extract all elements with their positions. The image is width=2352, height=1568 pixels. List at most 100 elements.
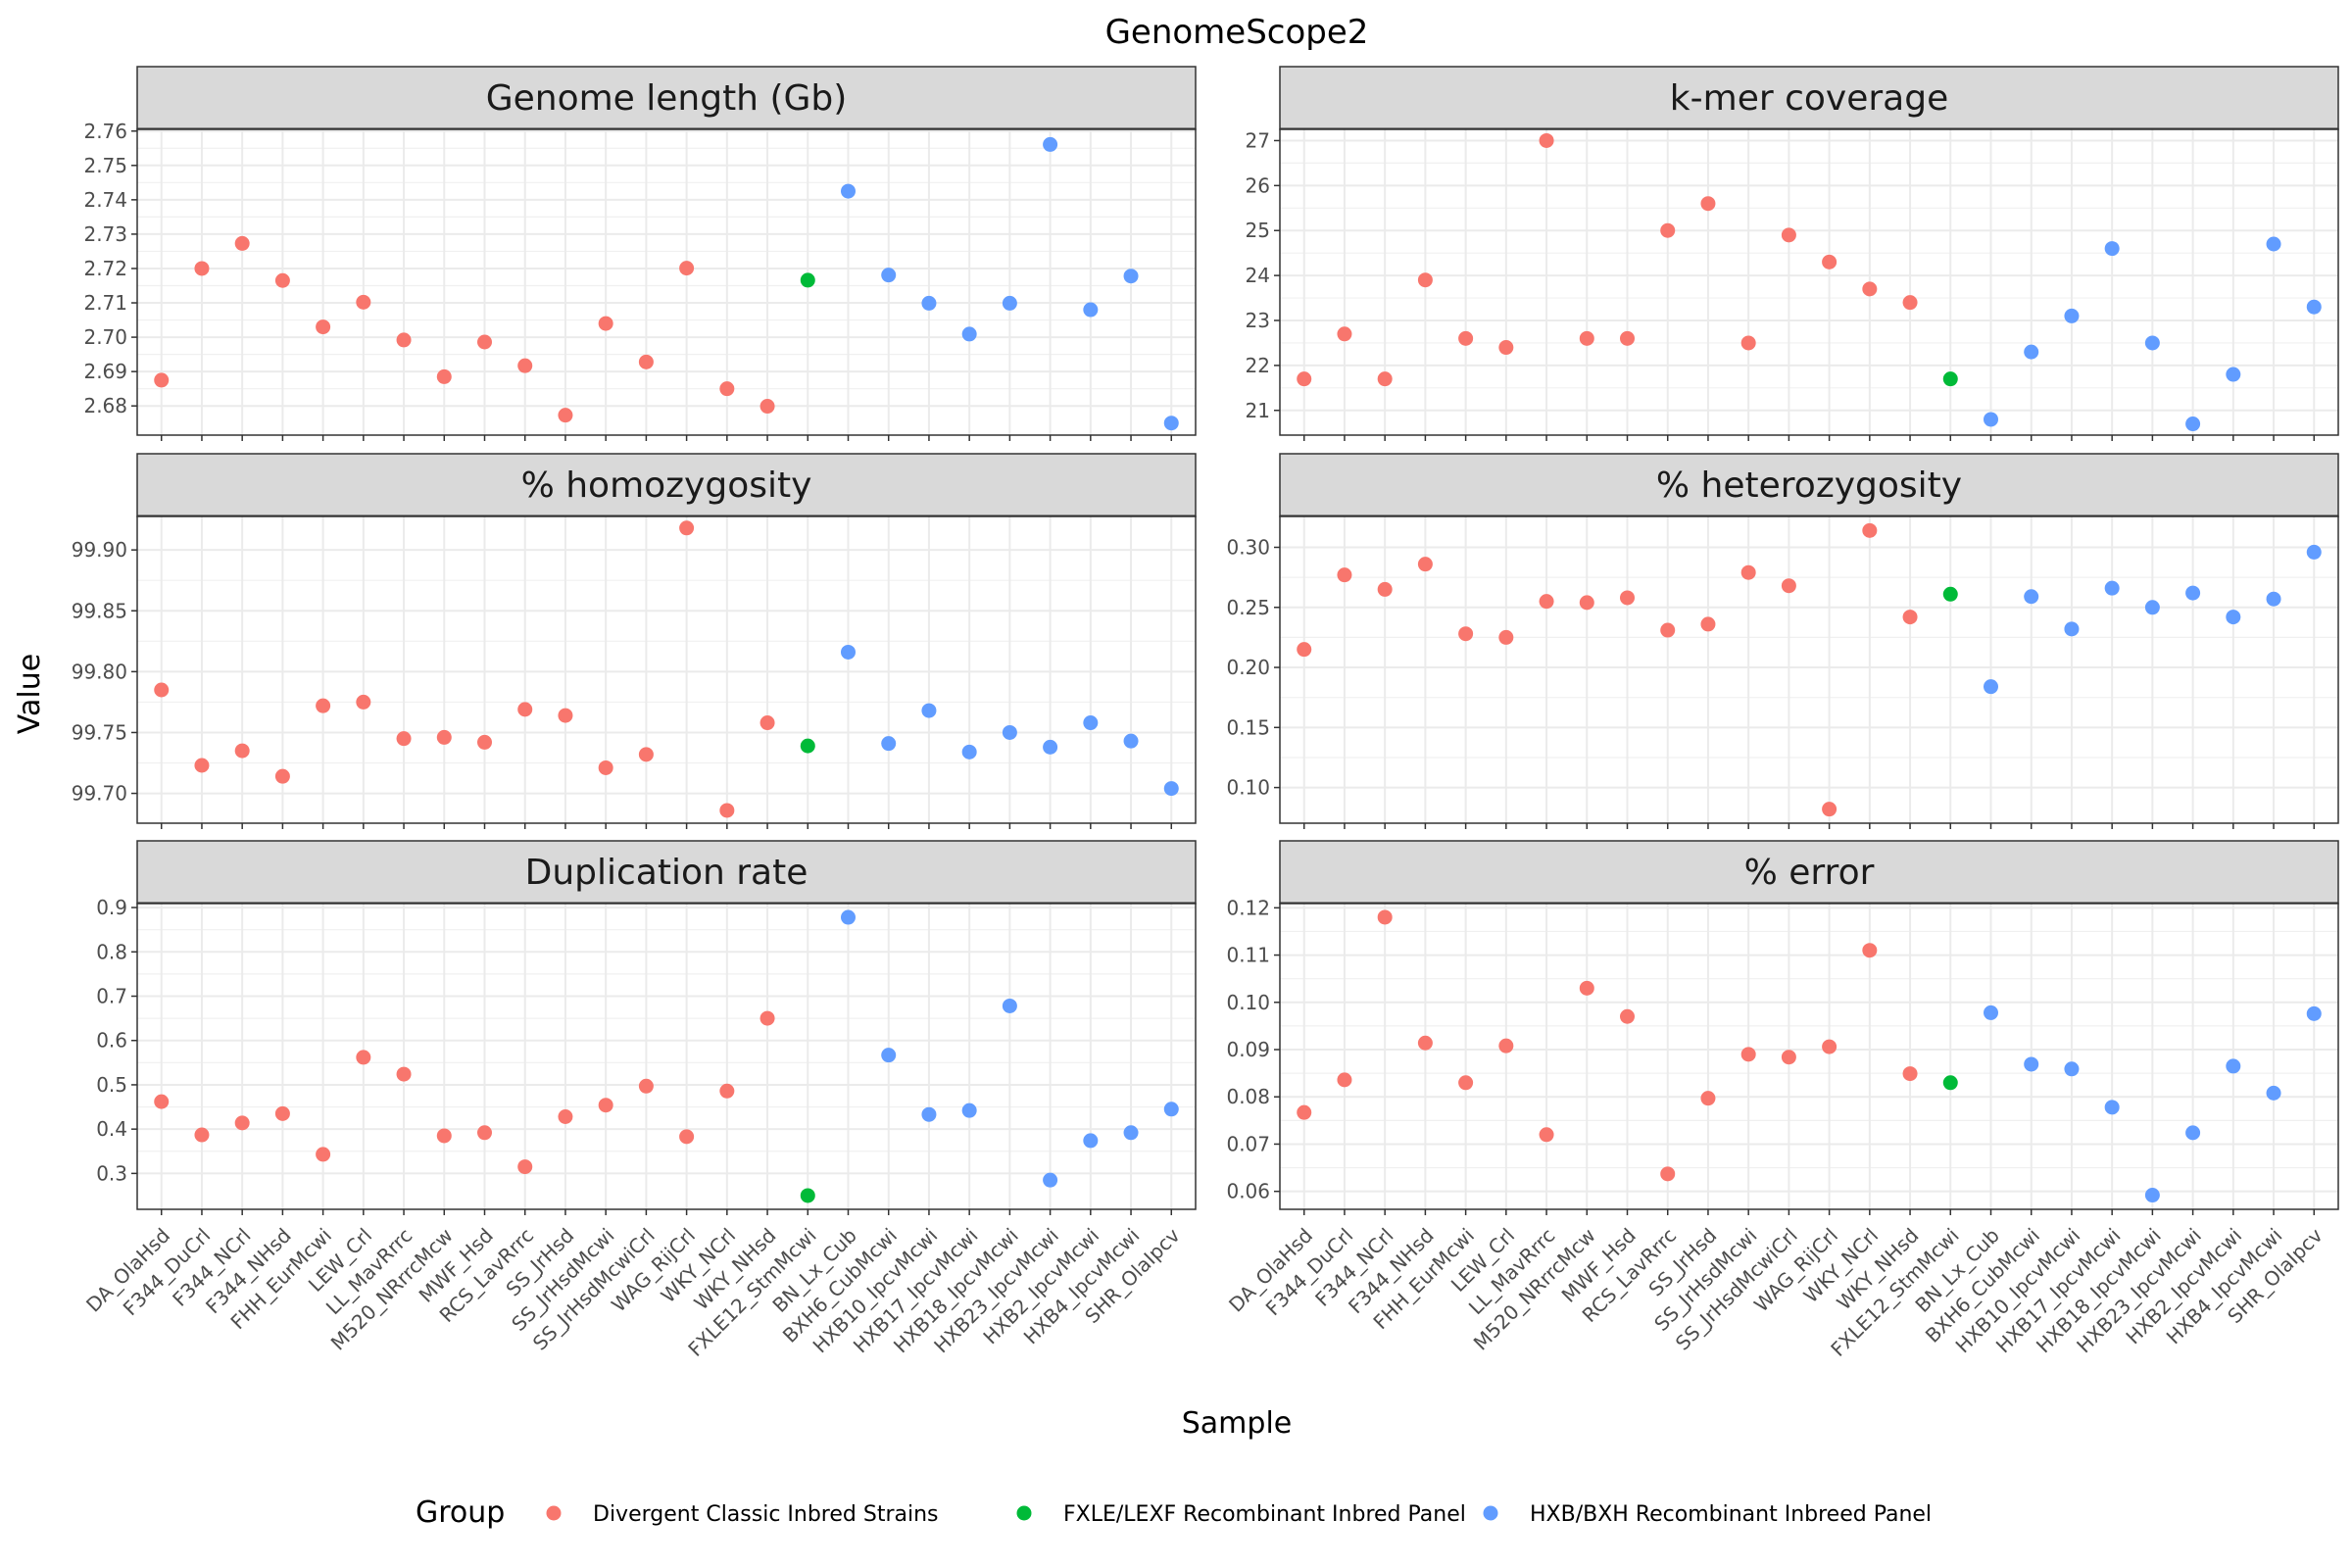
data-point: SS_JrHsdMcwiCrl: 0.497 [638, 1078, 654, 1094]
data-point: HXB10_IpcvMcwi: 0.232 [2064, 621, 2080, 637]
y-tick-label: 99.85 [72, 599, 127, 622]
y-tick-label: 0.07 [1226, 1132, 1270, 1155]
data-point: BXH6_CubMcwi: 0.0869 [2024, 1056, 2039, 1072]
data-point: FXLE12_StmMcwi: 2.7166 [800, 272, 815, 288]
data-point: WKY_NCrl: 0.486 [719, 1083, 735, 1099]
data-point: HXB17_IpcvMcwi: 0.442 [961, 1102, 977, 1118]
strip-label: % heterozygosity [1656, 466, 1962, 506]
data-point: SHR_OlaIpcv: 99.704 [1163, 781, 1179, 797]
panel-border [136, 515, 1197, 824]
data-point: SHR_OlaIpcv: 0.445 [1163, 1102, 1179, 1117]
legend-key [546, 1505, 562, 1521]
data-point: FXLE12_StmMcwi: 0.25 [800, 1188, 815, 1203]
data-point: HXB10_IpcvMcwi: 99.768 [921, 703, 937, 718]
data-point: HXB10_IpcvMcwi: 0.433 [921, 1106, 937, 1122]
y-tick-label: 99.75 [72, 720, 127, 744]
y-tick-label: 0.15 [1226, 715, 1270, 739]
data-point: F344_NHsd: 0.286 [1417, 557, 1433, 572]
panel-2: % homozygosity 99.70 99.75 99.80 99.85 99.90 D… [72, 453, 1197, 829]
panel-1: k-mer coverage 21 22 23 24 25 26 27 DA_OlaHsd: 2… [1246, 66, 2339, 441]
data-point: SS_JrHsd: 0.428 [558, 1108, 573, 1124]
data-point: HXB4_IpcvMcwi: 0.257 [2266, 591, 2281, 607]
strip-background [136, 66, 1197, 130]
data-point: F344_NCrl: 99.735 [234, 743, 250, 759]
y-tick-label: 0.06 [1226, 1180, 1270, 1203]
data-point: FHH_EurMcwi: 2.703 [316, 319, 331, 335]
data-point: BN_Lx_Cub: 99.816 [840, 644, 856, 660]
legend: Group Divergent Classic Inbred Strains FX… [416, 1495, 1932, 1530]
data-point: HXB2_IpcvMcwi: 2.708 [1083, 302, 1099, 318]
data-point: F344_DuCrl: 0.0836 [1337, 1072, 1352, 1088]
data-point: RCS_LavRrrc: 25 [1660, 222, 1676, 238]
panel-background [1280, 516, 2338, 823]
data-point: HXB18_IpcvMcwi: 0.678 [1002, 998, 1017, 1013]
data-point: SS_JrHsdMcwi: 99.721 [598, 760, 613, 775]
data-point: WAG_RijCrl: 0.383 [679, 1129, 695, 1145]
legend-label: Divergent Classic Inbred Strains [593, 1502, 939, 1527]
strip-label: % error [1744, 853, 1875, 893]
data-point: LEW_Crl: 99.775 [356, 694, 371, 710]
data-point: SS_JrHsdMcwi: 0.454 [598, 1098, 613, 1113]
strip-label: k-mer coverage [1670, 78, 1948, 119]
data-point: RCS_LavRrrc: 0.0637 [1660, 1166, 1676, 1182]
data-point: M520_NRrrcMcw: 0.103 [1579, 980, 1594, 996]
data-point: HXB23_IpcvMcwi: 20.7 [2185, 416, 2201, 432]
data-point: LL_MavRrrc: 2.6992 [396, 332, 412, 348]
y-tick-label: 0.10 [1226, 991, 1270, 1014]
data-point: HXB23_IpcvMcwi: 2.7561 [1043, 136, 1058, 152]
y-tick-label: 0.30 [1226, 535, 1270, 559]
data-point: LL_MavRrrc: 27 [1539, 132, 1554, 148]
strip-label: Genome length (Gb) [486, 78, 848, 119]
y-tick-label: 0.25 [1226, 596, 1270, 619]
y-tick-label: 2.73 [83, 222, 127, 246]
data-point: HXB17_IpcvMcwi: 0.0778 [2104, 1100, 2120, 1115]
data-point: HXB4_IpcvMcwi: 99.743 [1123, 733, 1139, 749]
y-tick-label: 0.09 [1226, 1038, 1270, 1061]
data-point: MWF_Hsd: 22.6 [1620, 330, 1636, 346]
data-point: SS_JrHsdMcwi: 2.704 [598, 316, 613, 331]
y-tick-label: 24 [1246, 264, 1270, 287]
strip-label: Duplication rate [525, 853, 808, 893]
legend-entry: FXLE/LEXF Recombinant Inbred Panel [1016, 1502, 1466, 1527]
data-point: RCS_LavRrrc: 2.6917 [517, 358, 533, 373]
y-tick-label: 2.68 [83, 394, 127, 417]
data-point: SS_JrHsd: 0.0797 [1700, 1091, 1716, 1106]
y-tick-label: 0.8 [96, 940, 127, 963]
panel-border [1279, 903, 2339, 1210]
data-point: BXH6_CubMcwi: 2.7181 [881, 268, 897, 283]
data-point: F344_DuCrl: 0.277 [1337, 567, 1352, 583]
data-point: F344_DuCrl: 99.723 [194, 758, 210, 773]
data-point: LL_MavRrrc: 99.745 [396, 731, 412, 747]
data-point: WKY_NCrl: 2.685 [719, 381, 735, 397]
data-point: HXB23_IpcvMcwi: 0.262 [2185, 585, 2201, 601]
data-point: SS_JrHsdMcwi: 0.089 [1740, 1047, 1756, 1062]
data-point: HXB17_IpcvMcwi: 99.734 [961, 744, 977, 760]
y-tick-label: 2.69 [83, 360, 127, 383]
data-point: HXB4_IpcvMcwi: 24.7 [2266, 236, 2281, 252]
data-point: SS_JrHsdMcwiCrl: 24.9 [1781, 227, 1796, 243]
data-point: SS_JrHsd: 99.764 [558, 708, 573, 723]
data-point: BN_Lx_Cub: 0.0978 [1983, 1004, 1998, 1020]
chart-title: GenomeScope2 [1105, 13, 1369, 52]
y-tick-label: 25 [1246, 219, 1270, 242]
y-tick-label: 2.75 [83, 154, 127, 177]
data-point: F344_DuCrl: 2.72 [194, 261, 210, 276]
y-axis-title: Value [13, 654, 47, 734]
data-point: SS_JrHsd: 2.6773 [558, 408, 573, 423]
data-point: DA_OlaHsd: 0.462 [154, 1094, 170, 1109]
y-tick-label: 2.72 [83, 257, 127, 280]
data-point: F344_NCrl: 0.118 [1377, 909, 1393, 925]
data-point: WKY_NHsd: 0.65 [760, 1010, 775, 1026]
data-point: LL_MavRrrc: 0.524 [396, 1066, 412, 1082]
data-point: F344_NHsd: 0.0914 [1417, 1035, 1433, 1051]
data-point: HXB2_IpcvMcwi: 0.0865 [2226, 1058, 2241, 1074]
data-point: WAG_RijCrl: 24.3 [1822, 254, 1838, 270]
panel-4: Duplication rate 0.3 0.4 0.5 0.6 0.7 0.8 0.9 DA_… [81, 840, 1197, 1361]
strip-label: % homozygosity [521, 466, 812, 506]
data-point: BXH6_CubMcwi: 0.259 [2024, 589, 2039, 605]
panel-border [1279, 128, 2339, 436]
data-point: LL_MavRrrc: 0.072 [1539, 1127, 1554, 1143]
data-point: FHH_EurMcwi: 99.772 [316, 698, 331, 713]
y-tick-label: 2.71 [83, 291, 127, 315]
data-point: BN_Lx_Cub: 0.878 [840, 909, 856, 925]
